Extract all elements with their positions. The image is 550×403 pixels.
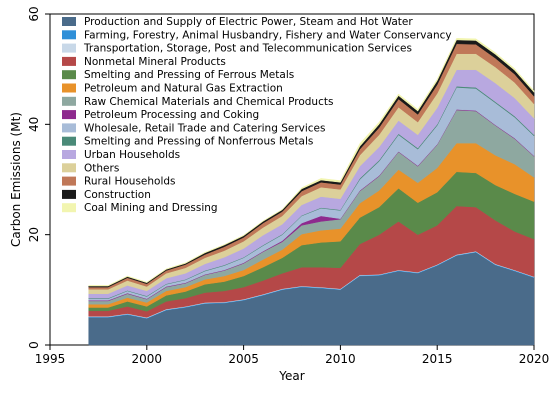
legend-entry: Petroleum and Natural Gas Extraction — [84, 83, 283, 95]
x-tick-label: 1995 — [35, 352, 66, 366]
x-tick-label: 2010 — [325, 352, 356, 366]
legend-swatch — [62, 110, 76, 120]
legend-swatch — [62, 150, 76, 159]
legend-swatch — [62, 30, 76, 40]
area-layers — [88, 38, 535, 346]
legend: Production and Supply of Electric Power,… — [62, 16, 452, 214]
y-tick-label: 40 — [27, 117, 41, 132]
legend-swatch — [62, 17, 76, 26]
y-axis-label: Carbon Emissions (Mt) — [9, 112, 23, 247]
legend-swatch — [62, 176, 76, 186]
y-tick-label: 0 — [27, 341, 41, 349]
x-tick-label: 2020 — [519, 352, 550, 366]
x-tick-label: 2005 — [228, 352, 259, 366]
legend-entry: Others — [84, 162, 119, 174]
x-tick-label: 2015 — [422, 352, 453, 366]
legend-entry: Urban Households — [84, 149, 180, 161]
axes: 1995 2000 2005 2010 2015 2020 0 20 40 60 — [27, 6, 549, 366]
legend-swatch — [62, 123, 76, 133]
legend-swatch — [62, 189, 76, 199]
legend-entry: Transportation, Storage, Post and Teleco… — [83, 43, 412, 55]
legend-entry: Smelting and Pressing of Ferrous Metals — [84, 69, 294, 81]
area-series-15 — [88, 38, 535, 287]
y-tick-label: 60 — [27, 6, 41, 21]
legend-swatch — [62, 96, 76, 106]
legend-swatch — [62, 70, 76, 80]
legend-swatch — [62, 163, 76, 173]
legend-entry: Farming, Forestry, Animal Husbandry, Fis… — [84, 29, 452, 41]
legend-entry: Construction — [84, 189, 151, 201]
y-tick-label: 20 — [27, 227, 41, 242]
legend-swatch — [62, 56, 76, 66]
legend-swatch — [62, 43, 76, 53]
legend-swatch — [62, 83, 76, 93]
x-tick-label: 2000 — [132, 352, 163, 366]
legend-entry: Petroleum Processing and Coking — [84, 109, 259, 121]
legend-entry: Smelting and Pressing of Nonferrous Meta… — [84, 136, 313, 148]
x-axis-label: Year — [278, 369, 304, 383]
legend-entry: Wholesale, Retail Trade and Catering Ser… — [84, 122, 326, 134]
legend-swatch — [62, 136, 76, 146]
legend-entry: Coal Mining and Dressing — [84, 202, 218, 214]
legend-swatch — [62, 203, 76, 213]
legend-entry: Production and Supply of Electric Power,… — [84, 16, 413, 28]
legend-entry: Raw Chemical Materials and Chemical Prod… — [84, 96, 333, 108]
legend-entry: Nonmetal Mineral Products — [84, 56, 226, 68]
legend-entry: Rural Households — [84, 176, 176, 188]
